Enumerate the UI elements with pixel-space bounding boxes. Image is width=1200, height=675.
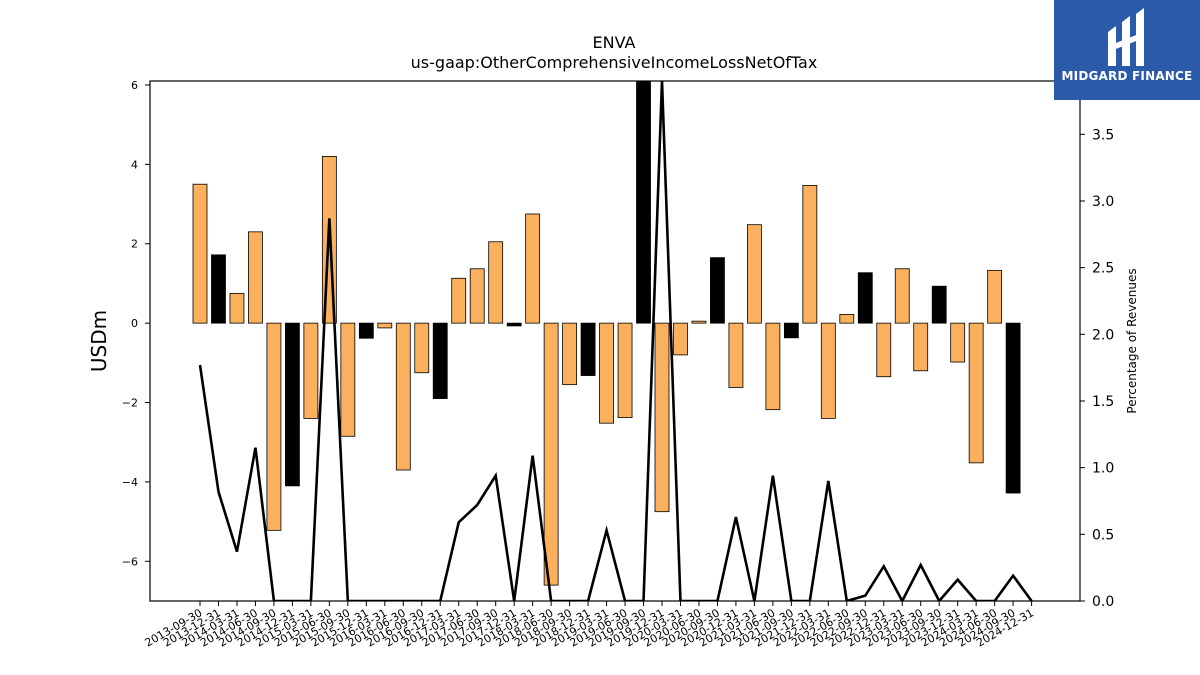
bar-2018-03-31 (525, 213, 541, 324)
bar-2017-06-30 (469, 268, 485, 324)
y2-tick-label: 3.0 (1092, 194, 1114, 210)
bar-2019-12-31 (654, 322, 670, 513)
x-axis: 2013-09-302013-12-312014-03-312014-06-30… (143, 601, 1036, 650)
bar-2016-03-31 (377, 322, 393, 329)
y2-tick-label: 1.0 (1092, 461, 1114, 477)
bar-2015-12-31 (358, 322, 374, 339)
bar-2021-06-30 (765, 322, 781, 411)
y-tick-label: −4 (122, 476, 138, 489)
plot-frame (149, 80, 1081, 602)
bar-2017-03-31 (451, 277, 467, 324)
y2-axis-label: Percentage of Revenues (1125, 268, 1139, 413)
bar-2018-12-31 (580, 322, 596, 376)
chart-title: ENVA (593, 33, 636, 52)
y-axis-label: USDm (87, 310, 111, 372)
bar-2023-09-30 (931, 285, 947, 324)
y-axis-right: 0.0 0.5 1.0 1.5 2.0 2.5 3.0 3.5 (1080, 127, 1114, 610)
brand-name: MIDGARD FINANCE (1061, 69, 1193, 83)
y-axis-left: −6 −4 −2 0 2 4 6 (122, 79, 150, 568)
y2-tick-label: 1.5 (1092, 394, 1114, 410)
bar-2013-12-31 (211, 254, 226, 324)
bar-2022-06-30 (839, 314, 855, 324)
bar-2019-03-31 (599, 322, 614, 424)
bar-2014-09-30 (266, 322, 282, 531)
midgard-logo-icon (1108, 8, 1144, 66)
bar-2015-09-30 (340, 322, 356, 437)
bar-2022-03-31 (820, 322, 836, 419)
bar-2024-06-30 (987, 269, 1003, 324)
bar-2020-03-31 (673, 322, 688, 356)
y2-tick-label: 2.0 (1092, 327, 1114, 343)
bar-2020-12-31 (728, 322, 744, 388)
y2-tick-label: 0.5 (1092, 527, 1114, 543)
bar-2017-12-31 (506, 322, 522, 327)
bar-2021-03-31 (747, 224, 762, 324)
bar-2023-06-30 (913, 322, 929, 372)
bar-2022-09-30 (857, 272, 873, 324)
bar-2023-12-31 (950, 322, 966, 363)
bar-2019-06-30 (617, 322, 633, 419)
bar-2013-09-30 (192, 183, 208, 324)
percentage-line (198, 81, 1033, 601)
bar-2018-06-30 (543, 322, 559, 586)
bar-2015-03-31 (303, 322, 319, 419)
bar-2014-03-31 (229, 292, 245, 324)
bar-2021-12-31 (802, 184, 818, 324)
bar-2023-03-31 (894, 268, 910, 324)
percentage-line-path (198, 81, 1033, 601)
bar-2024-09-30 (1005, 322, 1021, 494)
y-tick-label: −6 (122, 555, 138, 568)
y2-tick-label: 3.5 (1092, 127, 1114, 143)
y-tick-label: −2 (122, 397, 138, 410)
bar-2021-09-30 (783, 322, 799, 339)
bar-2017-09-30 (488, 241, 504, 324)
bar-2014-06-30 (248, 231, 263, 324)
bar-2020-09-30 (710, 257, 725, 324)
brand-logo: MIDGARD FINANCE (1054, 0, 1200, 100)
bar-2024-03-31 (968, 322, 984, 464)
chart-subtitle: us-gaap:OtherComprehensiveIncomeLossNetO… (411, 53, 818, 72)
bar-2016-09-30 (414, 322, 430, 374)
y-tick-label: 6 (131, 79, 138, 92)
bar-2022-12-31 (876, 322, 892, 378)
bar-2014-12-31 (284, 322, 300, 487)
bar-2016-12-31 (432, 322, 448, 399)
y-tick-label: 0 (131, 317, 138, 330)
bar-2018-09-30 (562, 322, 577, 386)
bar-series (192, 80, 1021, 586)
y-tick-label: 2 (131, 238, 138, 251)
bar-2016-06-30 (395, 322, 411, 471)
y2-tick-label: 0.0 (1092, 594, 1114, 610)
y2-tick-label: 2.5 (1092, 261, 1114, 277)
bar-2020-06-30 (691, 320, 707, 324)
bar-2019-09-30 (636, 80, 651, 324)
y-tick-label: 4 (131, 158, 138, 171)
